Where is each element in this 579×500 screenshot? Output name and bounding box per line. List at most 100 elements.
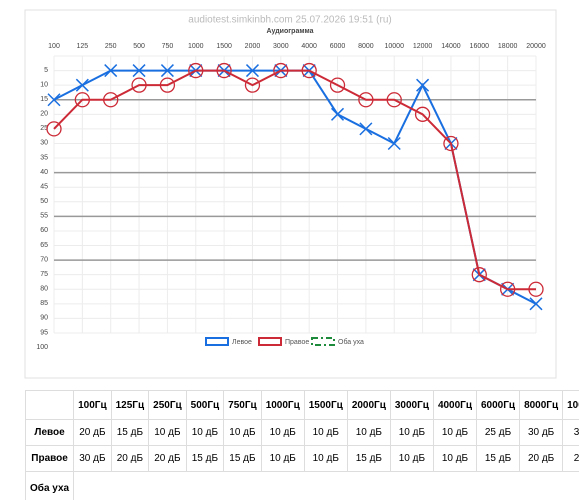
x-tick-label: 18000 — [498, 43, 518, 50]
table-wrap: 100Гц 125Гц 250Гц 500Гц 750Гц 1000Гц 1500Гц 200… — [25, 390, 579, 500]
y-tick-label: 20 — [40, 111, 48, 118]
row-label: Оба уха — [25, 471, 75, 500]
header-cell: 10000Гц — [562, 390, 579, 420]
y-tick-label: 80 — [40, 286, 48, 293]
y-tick-label: 60 — [40, 227, 48, 234]
y-tick-label: 75 — [40, 271, 48, 278]
header-cell: 1500Гц — [303, 390, 348, 420]
legend-label: Оба уха — [338, 338, 364, 346]
table-cell: 10 дБ — [260, 419, 305, 446]
marker-circle — [386, 92, 402, 108]
x-tick-label: 250 — [105, 43, 117, 50]
marker-x — [132, 64, 146, 78]
marker-circle — [443, 135, 459, 152]
y-tick-label: 50 — [40, 198, 48, 205]
marker-x — [75, 78, 89, 92]
x-tick-label: 10000 — [385, 43, 405, 50]
marker-circle — [499, 281, 516, 297]
table-cell: 15 дБ — [223, 445, 262, 472]
marker-circle — [159, 77, 176, 93]
x-tick-label: 1000 — [188, 43, 204, 50]
header-row: 100Гц 125Гц 250Гц 500Гц 750Гц 1000Гц 1500Гц 200… — [25, 390, 579, 420]
marker-circle — [329, 77, 346, 93]
header-cell: 250Гц — [148, 390, 187, 420]
y-tick-label: 15 — [40, 96, 48, 103]
legend-label: Правое — [285, 339, 309, 346]
header-cell: 4000Гц — [432, 390, 478, 420]
table-cell: 10 дБ — [389, 419, 434, 446]
marker-circle — [414, 106, 431, 122]
x-tick-label: 14000 — [441, 43, 461, 50]
x-tick-label: 4000 — [301, 43, 317, 50]
x-tick-label: 20000 — [526, 43, 546, 50]
marker-circle — [216, 62, 232, 79]
header-cell: 100Гц — [73, 390, 112, 420]
marker-circle — [131, 77, 147, 93]
x-tick-label: 8000 — [358, 43, 374, 50]
marker-circle — [471, 267, 487, 283]
header-cell: 3000Гц — [389, 390, 434, 420]
marker-x — [387, 136, 401, 151]
table-cell: 35 дБ — [562, 419, 579, 446]
legend-swatch — [258, 337, 282, 346]
marker-x — [245, 64, 260, 78]
x-tick-label: 500 — [133, 43, 145, 50]
y-tick-label: 100 — [36, 344, 48, 351]
x-tick-label: 12000 — [413, 43, 433, 50]
table-cell: 10 дБ — [148, 419, 187, 446]
table-cell: 20 дБ — [148, 445, 187, 472]
marker-circle — [358, 92, 374, 108]
header-cell: 6000Гц — [475, 390, 521, 420]
x-tick-label: 3000 — [273, 43, 289, 50]
table-cell: 10 дБ — [432, 419, 478, 446]
marker-circle — [273, 62, 289, 79]
chart: audiotest.simkinbh.com 25.07.2026 19:51 … — [24, 9, 557, 379]
table-cell: 15 дБ — [110, 419, 150, 446]
legend-swatch — [205, 337, 229, 346]
marker-x — [47, 93, 61, 107]
marker-circle — [46, 121, 62, 137]
y-tick-label: 55 — [40, 213, 48, 220]
legend-label: Левое — [232, 339, 252, 346]
marker-circle — [301, 62, 317, 79]
corner-cell — [25, 390, 75, 420]
y-tick-label: 35 — [40, 154, 48, 161]
y-tick-label: 90 — [40, 315, 48, 322]
table-cell: 30 дБ — [519, 419, 564, 446]
table: 100Гц 125Гц 250Гц 500Гц 750Гц 1000Гц 1500Гц 200… — [25, 390, 579, 500]
marker-x — [529, 297, 543, 311]
chart-subtitle: Аудиограмма — [266, 28, 313, 35]
marker-circle — [188, 62, 204, 79]
table-cell: 20 дБ — [562, 445, 579, 472]
y-tick-label: 10 — [40, 81, 48, 88]
x-tick-label: 2000 — [245, 43, 261, 50]
series-line — [53, 69, 536, 291]
table-cell: 30 дБ — [73, 445, 112, 472]
x-tick-label: 16000 — [470, 43, 490, 50]
row-label: Правое — [25, 445, 75, 472]
table-cell: 10 дБ — [303, 419, 348, 446]
header-cell: 750Гц — [223, 390, 262, 420]
table-cell: 20 дБ — [73, 419, 112, 446]
y-tick-label: 65 — [40, 242, 48, 249]
y-tick-label: 95 — [40, 329, 48, 336]
table-cell: 20 дБ — [519, 445, 564, 472]
table-cell: 20 дБ — [110, 445, 150, 472]
header-cell: 2000Гц — [346, 390, 391, 420]
marker-circle — [74, 92, 91, 108]
marker-x — [330, 107, 345, 121]
table-row: Оба уха — [25, 471, 579, 500]
marker-x — [160, 64, 174, 78]
marker-x — [359, 122, 373, 136]
chart-title: audiotest.simkinbh.com 25.07.2026 19:51 … — [188, 15, 391, 26]
header-cell: 125Гц — [110, 390, 150, 420]
table-cell: 15 дБ — [475, 445, 521, 472]
table-cell: 25 дБ — [475, 419, 521, 446]
x-tick-label: 750 — [162, 43, 174, 50]
y-tick-label: 85 — [40, 300, 48, 307]
x-tick-label: 1500 — [216, 43, 232, 50]
table-row: Правое 30 дБ 20 дБ 20 дБ 15 дБ 15 дБ 10 дБ 10 д… — [25, 445, 579, 472]
marker-x — [104, 64, 118, 78]
legend-swatch — [311, 337, 335, 346]
